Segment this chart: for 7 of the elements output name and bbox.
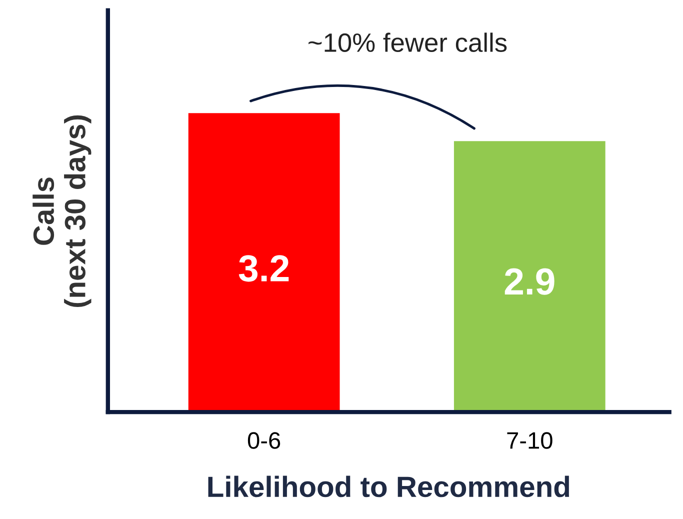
data-label: 2.9 — [504, 268, 554, 295]
x-axis-title: Likelihood to Recommend — [208, 476, 570, 498]
data-label: 3.2 — [238, 255, 289, 282]
x-tick-label: 7-10 — [507, 432, 552, 449]
x-tick-label: 0-6 — [248, 432, 280, 449]
y-axis-title: Calls (next 30 days) — [32, 115, 92, 308]
annotation: ~10% fewer calls — [308, 32, 507, 52]
